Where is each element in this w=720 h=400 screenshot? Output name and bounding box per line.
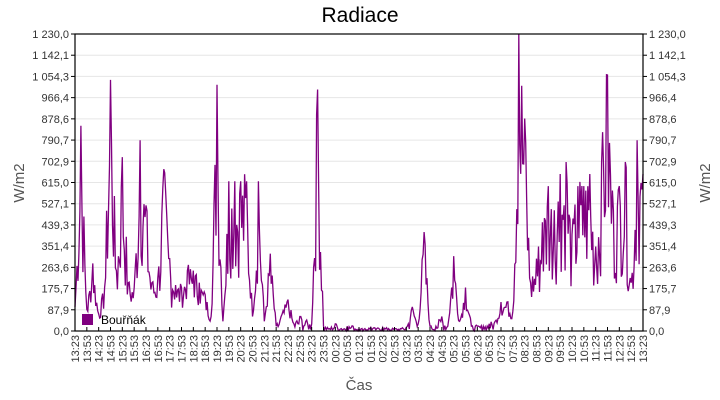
x-tick-label: 22:23: [283, 335, 295, 363]
x-tick-label: 07:53: [508, 335, 520, 363]
x-tick-label: 23:23: [307, 335, 319, 363]
x-tick-label: 10:53: [579, 335, 591, 363]
legend-label: Bouřňák: [101, 313, 147, 327]
y-tick-label: 351,4: [41, 241, 69, 253]
x-tick-label: 22:53: [295, 335, 307, 363]
y-tick-label: 439,3: [41, 220, 69, 232]
y-tick-label-right: 0,0: [649, 326, 664, 338]
x-tick-label: 04:53: [437, 335, 449, 363]
x-tick-label: 10:23: [567, 335, 579, 363]
y-tick-label-right: 615,0: [649, 178, 677, 190]
x-tick-label: 04:23: [425, 335, 437, 363]
x-tick-label: 19:23: [212, 335, 224, 363]
y-tick-label: 1 142,1: [32, 50, 69, 62]
x-tick-label: 07:23: [496, 335, 508, 363]
y-tick-label-right: 439,3: [649, 220, 677, 232]
x-tick-label: 01:53: [366, 335, 378, 363]
x-axis-label: Čas: [346, 377, 373, 394]
y-tick-label: 263,6: [41, 262, 69, 274]
x-tick-label: 23:53: [319, 335, 331, 363]
x-tick-label: 01:23: [354, 335, 366, 363]
grid-lines: [75, 54, 643, 311]
y-tick-label-right: 790,7: [649, 135, 677, 147]
x-tick-label: 08:23: [520, 335, 532, 363]
y-tick-label: 1 230,0: [32, 29, 69, 41]
y-tick-label: 175,7: [41, 284, 69, 296]
legend-swatch: [82, 314, 93, 325]
x-tick-label: 16:23: [141, 335, 153, 363]
x-tick-label: 13:23: [638, 335, 650, 363]
x-tick-label: 00:53: [342, 335, 354, 363]
y-tick-label: 702,9: [41, 156, 69, 168]
x-tick-label: 15:23: [117, 335, 129, 363]
legend: Bouřňák: [82, 313, 147, 327]
x-tick-label: 12:53: [626, 335, 638, 363]
y-tick-label: 87,9: [48, 305, 69, 317]
y-tick-label: 615,0: [41, 178, 69, 190]
x-tick-label: 11:53: [603, 335, 615, 362]
x-tick-label: 17:23: [165, 335, 177, 363]
x-tick-label: 13:53: [82, 335, 94, 363]
x-tick-label: 13:23: [70, 335, 82, 363]
y-tick-label-right: 878,6: [649, 114, 677, 126]
x-tick-label: 21:53: [271, 335, 283, 363]
x-tick-label: 03:53: [413, 335, 425, 363]
x-tick-label: 15:53: [129, 335, 141, 363]
x-tick-label: 20:23: [236, 335, 248, 363]
y-tick-label-right: 1 054,3: [649, 71, 686, 83]
y-tick-label-right: 1 230,0: [649, 29, 686, 41]
y-tick-label-right: 966,4: [649, 93, 677, 105]
x-tick-label: 14:23: [94, 335, 106, 363]
y-axis-label-right: W/m2: [697, 163, 714, 202]
y-axis-right: 0,0 87,9 175,7 263,6 351,4 439,3 527,1 615,0 702…: [643, 29, 686, 338]
x-tick-label: 02:23: [378, 335, 390, 363]
y-tick-label: 878,6: [41, 114, 69, 126]
x-tick-label: 18:23: [188, 335, 200, 363]
y-tick-label-right: 263,6: [649, 262, 677, 274]
x-tick-label: 14:53: [106, 335, 118, 363]
chart-title: Radiace: [321, 4, 399, 27]
y-tick-label-right: 175,7: [649, 284, 677, 296]
y-axis-left: 0,0 87,9 175,7 263,6 351,4 439,3 527,1 615,0 702…: [32, 29, 75, 338]
x-tick-label: 21:23: [259, 335, 271, 363]
x-tick-label: 19:53: [224, 335, 236, 363]
x-tick-label: 20:53: [248, 335, 260, 363]
x-tick-label: 08:53: [532, 335, 544, 363]
y-tick-label: 966,4: [41, 93, 69, 105]
y-tick-label-right: 702,9: [649, 156, 677, 168]
y-tick-label-right: 351,4: [649, 241, 677, 253]
x-tick-label: 05:23: [449, 335, 461, 363]
x-tick-label: 11:23: [591, 335, 603, 362]
y-tick-label-right: 527,1: [649, 199, 677, 211]
x-tick-label: 06:53: [484, 335, 496, 363]
y-axis-label-left: W/m2: [11, 163, 28, 202]
x-tick-label: 00:23: [330, 335, 342, 363]
x-tick-label: 09:53: [555, 335, 567, 363]
x-axis: 13:23 13:53 14:23 14:53 15:23 15:53 16:23 16:53…: [70, 327, 650, 363]
x-tick-label: 09:23: [543, 335, 555, 363]
x-tick-label: 12:23: [614, 335, 626, 363]
x-tick-label: 03:23: [401, 335, 413, 363]
y-tick-label-right: 1 142,1: [649, 50, 686, 62]
y-tick-label: 1 054,3: [32, 71, 69, 83]
x-tick-label: 02:53: [390, 335, 402, 363]
x-tick-label: 06:23: [472, 335, 484, 363]
y-tick-label: 0,0: [54, 326, 69, 338]
x-tick-label: 17:53: [177, 335, 189, 363]
y-tick-label: 790,7: [41, 135, 69, 147]
x-tick-label: 16:53: [153, 335, 165, 363]
x-tick-label: 05:53: [461, 335, 473, 363]
x-tick-label: 18:53: [200, 335, 212, 363]
y-tick-label-right: 87,9: [649, 305, 670, 317]
y-tick-label: 527,1: [41, 199, 69, 211]
